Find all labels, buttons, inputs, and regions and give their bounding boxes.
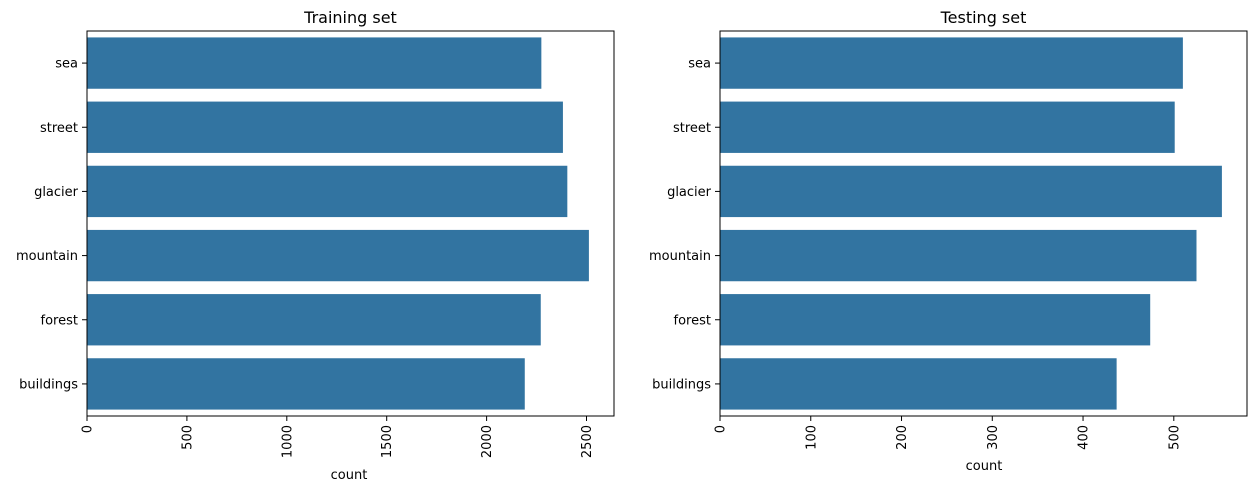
bar-sea (720, 37, 1183, 89)
x-tick-label: 500 (1167, 425, 1182, 450)
y-tick-label: sea (688, 57, 711, 72)
x-axis-label: count (331, 468, 368, 483)
x-tick-label: 1500 (380, 425, 395, 458)
x-tick-label: 200 (895, 425, 910, 450)
bar-mountain (720, 229, 1197, 282)
testing-set-chart: Testing set count sea street glacier mounta… (649, 8, 1248, 474)
axes-frame (86, 30, 615, 417)
y-tick-label: street (40, 121, 78, 136)
bar-buildings (720, 358, 1117, 410)
x-tick-label: 0 (81, 425, 96, 433)
bar-mountain (87, 229, 589, 282)
y-tick-label: sea (55, 57, 78, 72)
x-tick-label: 2500 (580, 425, 595, 458)
bar-buildings (87, 358, 525, 410)
chart-title: Training set (303, 8, 397, 27)
x-tick-label: 100 (804, 425, 819, 450)
x-tick-label: 500 (180, 425, 195, 450)
x-tick-label: 0 (714, 425, 729, 433)
training-set-chart: Training set count sea street glacier mount… (16, 8, 615, 483)
y-tick-label: glacier (667, 185, 712, 200)
axes-frame (719, 30, 1248, 417)
y-tick-label: forest (41, 313, 78, 328)
x-tick-label: 400 (1077, 425, 1092, 450)
y-tick-label: mountain (649, 249, 711, 264)
x-axis-label: count (966, 459, 1003, 474)
y-tick-label: glacier (34, 185, 79, 200)
bar-street (87, 101, 563, 153)
bar-forest (720, 294, 1151, 346)
y-tick-label: mountain (16, 249, 78, 264)
x-tick-label: 2000 (480, 425, 495, 458)
y-tick-label: buildings (19, 377, 78, 392)
bar-forest (87, 294, 541, 346)
chart-title: Testing set (940, 8, 1027, 27)
bar-sea (87, 37, 542, 89)
bar-street (720, 101, 1175, 153)
y-tick-label: street (673, 121, 711, 136)
y-tick-label: forest (674, 313, 711, 328)
y-tick-label: buildings (652, 377, 711, 392)
x-tick-label: 300 (986, 425, 1001, 450)
x-tick-label: 1000 (280, 425, 295, 458)
bar-glacier (720, 165, 1222, 218)
bar-glacier (87, 165, 568, 218)
